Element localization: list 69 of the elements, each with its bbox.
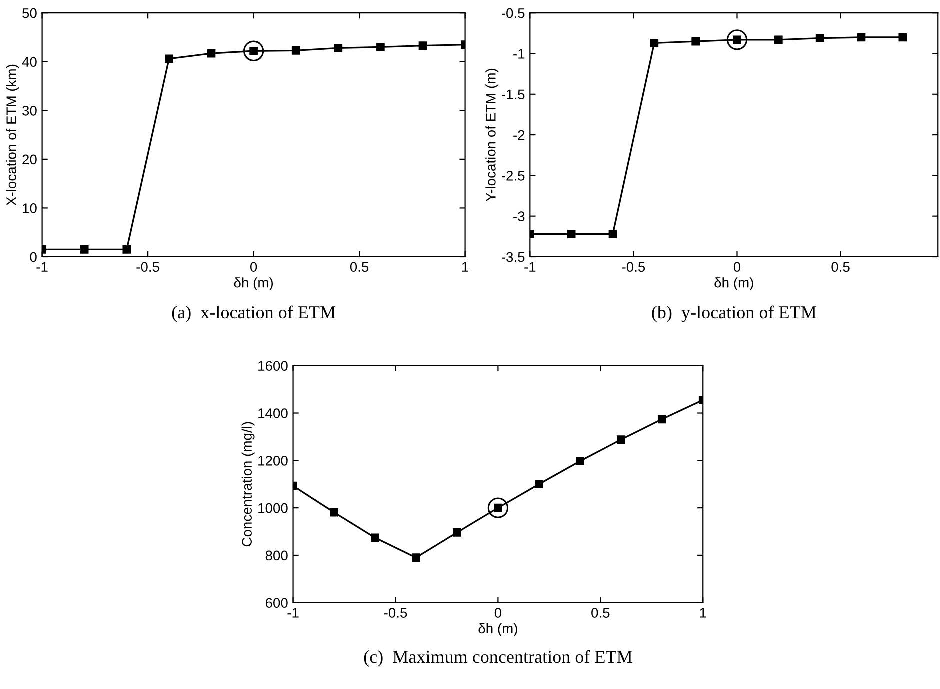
x-axis-title: δh (m) bbox=[714, 278, 754, 291]
x-tick-label: 0.5 bbox=[592, 608, 610, 618]
y-axis-title: Y-location of ETM (m) bbox=[486, 69, 499, 202]
x-tick-label: -1 bbox=[524, 262, 536, 272]
y-axis-title: X-location of ETM (km) bbox=[6, 64, 20, 206]
x-tick-label: -1 bbox=[288, 608, 299, 618]
y-tick-label: -0.5 bbox=[502, 8, 525, 18]
point bbox=[576, 457, 584, 466]
y-tick-label: -1 bbox=[514, 49, 525, 59]
point bbox=[567, 230, 576, 238]
y-tick-label: -2.5 bbox=[502, 171, 525, 181]
y-tick-label: 1600 bbox=[258, 361, 288, 372]
x-axis-title: δh (m) bbox=[478, 623, 518, 636]
point bbox=[774, 36, 783, 44]
x-tick-label: -0.5 bbox=[136, 262, 160, 272]
x-tick-label: 1 bbox=[700, 608, 706, 618]
point bbox=[658, 415, 666, 424]
point bbox=[418, 42, 428, 50]
point bbox=[330, 508, 338, 517]
y-axis-title: Concentration (mg/l) bbox=[242, 422, 255, 547]
y-tick-label: 1400 bbox=[258, 408, 288, 418]
point bbox=[243, 40, 264, 62]
point bbox=[692, 37, 700, 46]
y-tick-label: 40 bbox=[22, 57, 37, 68]
point bbox=[488, 498, 509, 518]
x-tick-label: 1 bbox=[462, 262, 468, 272]
point bbox=[412, 554, 420, 562]
y-tick-label: -3.5 bbox=[502, 252, 525, 262]
text: (a) x-location of ETM bbox=[172, 306, 336, 322]
point bbox=[292, 46, 300, 55]
y-tick-label: -3 bbox=[514, 212, 525, 222]
point bbox=[650, 39, 659, 48]
point bbox=[898, 33, 908, 42]
point bbox=[535, 480, 544, 489]
point bbox=[80, 246, 89, 254]
y-tick-label: 1200 bbox=[258, 456, 288, 466]
point bbox=[371, 534, 380, 542]
point bbox=[165, 54, 174, 64]
x-tick-label: 0.5 bbox=[832, 262, 850, 272]
x-tick-label: 0 bbox=[494, 608, 502, 618]
x-tick-label: 0 bbox=[250, 262, 258, 272]
point bbox=[816, 34, 824, 42]
point bbox=[726, 30, 748, 50]
x-tick-label: -0.5 bbox=[622, 262, 646, 272]
y-tick-label: 50 bbox=[22, 8, 37, 18]
x-axis-title: δh (m) bbox=[234, 278, 274, 291]
y-tick-label: 30 bbox=[22, 106, 37, 116]
point bbox=[857, 33, 866, 42]
y-tick-label: 1000 bbox=[258, 503, 288, 514]
point bbox=[376, 43, 385, 52]
point bbox=[334, 44, 343, 52]
x-tick-label: -0.5 bbox=[384, 608, 408, 618]
point bbox=[616, 436, 626, 444]
point bbox=[207, 49, 216, 58]
x-tick-label: -1 bbox=[36, 262, 48, 272]
point bbox=[453, 528, 462, 537]
y-tick-label: 0 bbox=[30, 252, 37, 262]
y-tick-label: 600 bbox=[266, 598, 288, 608]
point bbox=[122, 246, 132, 254]
y-tick-label: 20 bbox=[22, 154, 37, 165]
y-tick-label: 800 bbox=[266, 550, 288, 561]
point bbox=[608, 230, 618, 238]
text: (b) y-location of ETM bbox=[652, 306, 816, 322]
x-tick-label: 0.5 bbox=[350, 262, 369, 272]
y-tick-label: -1.5 bbox=[502, 90, 525, 100]
y-tick-label: -2 bbox=[514, 130, 525, 140]
text: (c) Maximum concentration of ETM bbox=[364, 650, 632, 667]
y-tick-label: 10 bbox=[23, 204, 37, 214]
x-tick-label: 0 bbox=[734, 262, 741, 272]
